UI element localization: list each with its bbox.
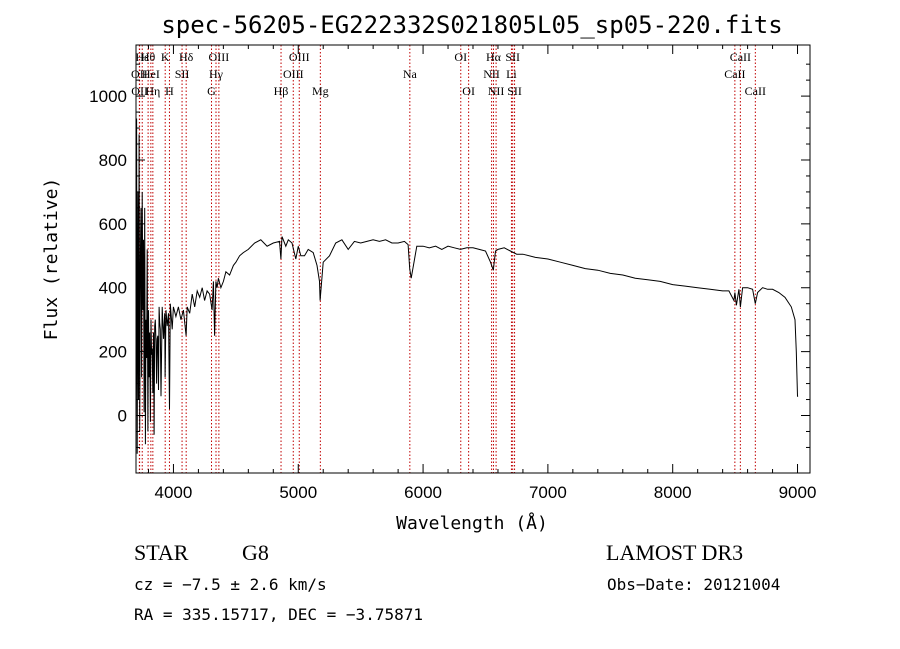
spectral-line-label: OI [462,84,475,98]
x-tick-label: 8000 [654,483,692,502]
coordinates: RA = 335.15717, DEC = −3.75871 [134,605,423,624]
spectral-line-label: Hδ [179,50,194,64]
spectral-line-label: OIII [289,50,310,64]
spectral-line-label: OIII [283,67,304,81]
spectral-line-label: SII [505,50,520,64]
object-subclass: G8 [242,540,269,565]
x-axis-label: Wavelength (Å) [396,512,548,534]
spectrum-series-line [135,118,799,454]
plot-frame [135,44,811,474]
x-tick-label: 7000 [529,483,567,502]
spectral-line-label: Mg [312,84,329,98]
spectral-line-label: Hε [135,50,149,64]
x-tick-label: 6000 [404,483,442,502]
spectral-line-label: CaII [730,50,751,64]
axis-ticks [136,45,810,473]
axis-tick-labels: 4000 5000 6000 7000 8000 9000 0 200 400 600 800 100… [89,87,816,502]
y-axis-label: Flux (relative) [41,178,62,341]
y-tick-label: 600 [99,215,127,234]
spectral-line-label: Na [403,67,418,81]
y-tick-label: 200 [99,343,127,362]
spectral-line-label: CaII [724,67,745,81]
y-tick-label: 400 [99,279,127,298]
y-tick-label: 0 [118,407,127,426]
spectral-line-label: Hθ [141,50,156,64]
spectral-line-label: Hη [145,84,160,98]
spectral-line-label: NII [488,84,505,98]
spectral-line-markers [138,45,756,473]
spectral-line-label: SII [175,67,190,81]
spectral-line-label: K [161,50,170,64]
spectral-line-label: G [207,84,216,98]
x-tick-label: 9000 [779,483,817,502]
spectral-line-label: SII [507,84,522,98]
y-tick-label: 800 [99,151,127,170]
spectral-line-label: CaII [745,84,766,98]
spectral-line-label: OIII [209,50,230,64]
y-tick-label: 1000 [89,87,127,106]
spectral-line-label: Li [506,67,517,81]
survey-name: LAMOST DR3 [606,540,743,565]
x-tick-label: 4000 [155,483,193,502]
spectral-line-label: OII [131,67,148,81]
object-class: STAR [134,540,189,565]
spectral-line-label: OII [131,84,148,98]
chart-title: spec-56205-EG222332S021805L05_sp05-220.f… [161,11,782,39]
x-tick-label: 5000 [279,483,317,502]
spectral-line-label: Hβ [274,84,289,98]
spectral-line-label: H [165,84,174,98]
observation-date: Obs−Date: 20121004 [607,575,780,594]
spectral-line-label: HeI [142,67,160,81]
redshift-cz: cz = −7.5 ± 2.6 km/s [134,575,327,594]
spectral-line-label: Hα [486,50,502,64]
spectral-line-label: OI [454,50,467,64]
spectral-line-label: Hγ [209,67,224,81]
spectral-line-label: NII [483,67,500,81]
